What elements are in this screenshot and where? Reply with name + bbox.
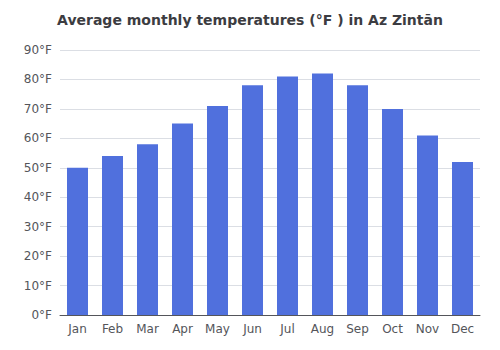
svg-text:80°F: 80°F	[24, 72, 52, 86]
svg-text:Dec: Dec	[451, 322, 474, 336]
svg-text:10°F: 10°F	[24, 279, 52, 293]
svg-text:20°F: 20°F	[24, 249, 52, 263]
svg-text:Aug: Aug	[311, 322, 334, 336]
svg-text:Jun: Jun	[242, 322, 262, 336]
svg-text:Jan: Jan	[67, 322, 87, 336]
svg-text:Sep: Sep	[346, 322, 369, 336]
svg-text:Apr: Apr	[172, 322, 193, 336]
svg-text:Average monthly temperatures (: Average monthly temperatures (°F ) in Az…	[57, 12, 443, 28]
svg-text:Nov: Nov	[416, 322, 439, 336]
svg-text:70°F: 70°F	[24, 102, 52, 116]
svg-text:May: May	[205, 322, 230, 336]
svg-text:0°F: 0°F	[31, 308, 52, 322]
svg-text:50°F: 50°F	[24, 161, 52, 175]
svg-text:Feb: Feb	[102, 322, 123, 336]
svg-text:Oct: Oct	[382, 322, 403, 336]
svg-text:Jul: Jul	[279, 322, 294, 336]
svg-text:40°F: 40°F	[24, 190, 52, 204]
svg-text:30°F: 30°F	[24, 220, 52, 234]
svg-text:60°F: 60°F	[24, 131, 52, 145]
svg-text:Mar: Mar	[136, 322, 159, 336]
svg-text:90°F: 90°F	[24, 43, 52, 57]
